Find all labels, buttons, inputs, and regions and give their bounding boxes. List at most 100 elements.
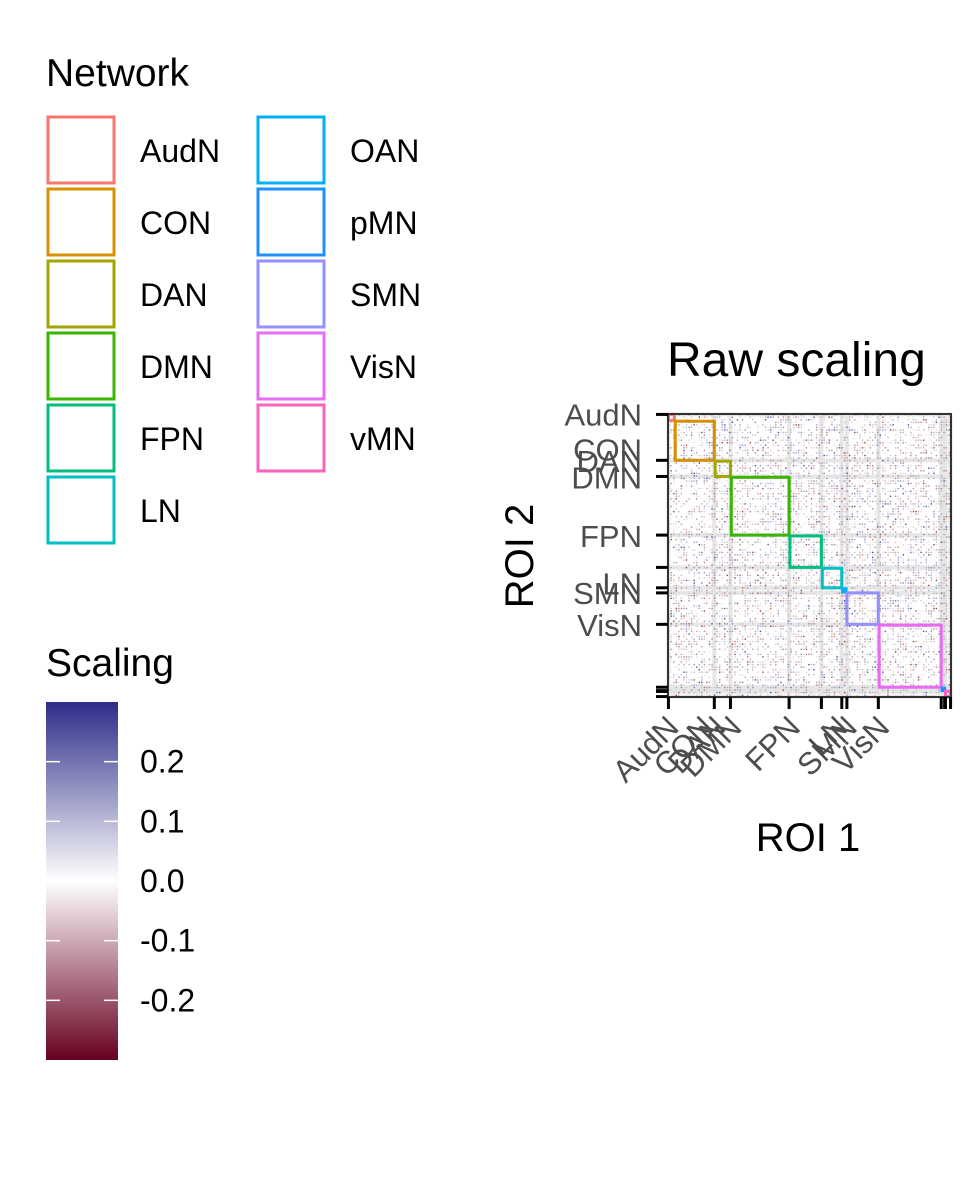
heatmap-cell — [749, 597, 751, 599]
heatmap-cell — [780, 551, 782, 554]
heatmap-cell — [805, 630, 808, 633]
heatmap-cell — [772, 669, 774, 671]
scaling-legend: Scaling 0.20.10.0-0.1-0.2 — [46, 642, 195, 1060]
heatmap-cell — [767, 523, 769, 525]
heatmap-cell — [673, 674, 675, 676]
heatmap-cell — [721, 597, 723, 599]
heatmap-cell — [841, 595, 843, 597]
heatmap-cell — [808, 518, 810, 520]
heatmap-cell — [843, 426, 846, 429]
heatmap-cell — [810, 482, 813, 485]
heatmap-cell — [859, 615, 861, 617]
heatmap-cell — [851, 620, 853, 622]
heatmap-cell — [734, 462, 736, 464]
heatmap-cell — [790, 618, 792, 620]
heatmap-cell — [729, 620, 731, 622]
heatmap-cell — [772, 561, 774, 564]
heatmap-cell — [734, 661, 736, 663]
heatmap-cell — [859, 679, 861, 681]
heatmap-cell — [821, 480, 823, 482]
heatmap-cell — [703, 567, 706, 569]
network-legend-item-smn: SMN — [256, 259, 421, 329]
heatmap-cell — [688, 567, 689, 568]
heatmap-cell — [831, 544, 833, 546]
heatmap-cell — [739, 582, 741, 584]
heatmap-cell — [744, 487, 746, 490]
heatmap-cell — [706, 426, 708, 429]
heatmap-cell — [841, 628, 843, 630]
heatmap-cell — [693, 595, 695, 597]
heatmap-cell — [764, 536, 767, 538]
heatmap-cell — [762, 676, 764, 678]
heatmap-cell — [775, 505, 777, 508]
heatmap-cell — [808, 597, 810, 599]
heatmap-cell — [854, 538, 856, 541]
heatmap-cell — [775, 643, 777, 645]
heatmap-cell — [864, 653, 866, 656]
heatmap-cell — [739, 424, 741, 426]
heatmap-cell — [775, 538, 777, 541]
heatmap-cell — [721, 487, 723, 490]
heatmap-cell — [879, 434, 881, 436]
heatmap-cell — [719, 546, 721, 548]
heatmap-cell — [795, 465, 797, 467]
heatmap-cell — [670, 472, 672, 474]
heatmap-cell — [673, 676, 675, 678]
heatmap-cell — [851, 628, 853, 630]
heatmap-cell — [716, 482, 718, 485]
heatmap-cell — [767, 653, 769, 656]
heatmap-cell — [721, 633, 723, 635]
heatmap-cell — [683, 554, 685, 556]
heatmap-cell — [688, 612, 690, 615]
heatmap-cell — [688, 526, 689, 527]
heatmap-cell — [801, 646, 802, 647]
heatmap-cell — [861, 646, 864, 648]
heatmap-cell — [683, 567, 684, 568]
heatmap-cell — [678, 620, 680, 622]
heatmap-cell — [884, 640, 887, 643]
heatmap-cell — [851, 630, 853, 633]
heatmap-cell — [741, 523, 744, 525]
heatmap-cell — [785, 559, 787, 561]
heatmap-cell — [673, 480, 675, 482]
heatmap-cell — [675, 561, 677, 564]
heatmap-cell — [673, 664, 674, 665]
heatmap-cell — [831, 564, 833, 566]
heatmap-cell — [683, 473, 684, 474]
heatmap-cell — [777, 538, 779, 541]
heatmap-cell — [806, 417, 807, 418]
heatmap-cell — [805, 610, 808, 612]
heatmap-cell — [838, 513, 841, 515]
heatmap-cell — [757, 640, 759, 643]
heatmap-cell — [831, 478, 832, 479]
heatmap-cell — [699, 450, 700, 451]
heatmap-cell — [792, 669, 795, 671]
heatmap-cell — [821, 593, 822, 594]
heatmap-cell — [690, 416, 693, 418]
heatmap-cell — [843, 653, 846, 656]
heatmap-cell — [673, 694, 675, 696]
heatmap-cell — [882, 505, 884, 508]
heatmap-cell — [744, 602, 746, 605]
heatmap-cell — [854, 493, 856, 495]
heatmap-cell — [721, 618, 723, 620]
heatmap-cell — [764, 615, 767, 617]
heatmap-cell — [671, 644, 672, 645]
heatmap-cell — [701, 610, 703, 612]
heatmap-cell — [693, 477, 695, 480]
heatmap-cell — [874, 625, 876, 627]
heatmap-cell — [683, 671, 685, 673]
heatmap-cell — [729, 556, 731, 559]
heatmap-cell — [859, 523, 861, 525]
heatmap-cell — [767, 610, 769, 612]
heatmap-cell — [670, 656, 672, 658]
heatmap-cell — [856, 559, 859, 561]
heatmap-cell — [810, 551, 813, 554]
heatmap-cell — [826, 653, 828, 656]
heatmap-cell — [685, 694, 688, 696]
heatmap-cell — [780, 630, 782, 633]
heatmap-cell — [882, 477, 884, 480]
heatmap-cell — [803, 459, 805, 462]
heatmap-cell — [884, 572, 887, 574]
heatmap-cell — [739, 663, 741, 666]
